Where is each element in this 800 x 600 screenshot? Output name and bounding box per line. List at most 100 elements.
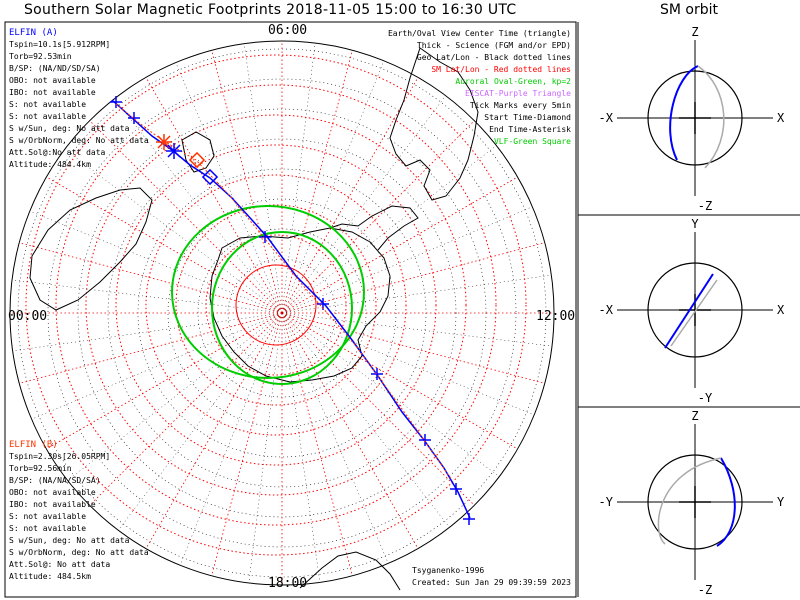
- orbit-track-b: [657, 457, 722, 545]
- geo-lon-line: [281, 312, 535, 416]
- spacecraft-info-line: IBO: not available: [9, 500, 96, 509]
- orbit-axis-label-bottom: -Z: [698, 583, 712, 597]
- orbit-axis-label-bottom: -Z: [698, 199, 712, 213]
- sm-lon-line: [281, 312, 419, 549]
- sm-lat-circle: [175, 204, 377, 406]
- sm-lon-line: [281, 242, 545, 314]
- geo-lon-line: [243, 43, 283, 314]
- map-outer-circle: [9, 40, 555, 586]
- sm-lat-circle: [115, 144, 437, 466]
- orbit-axis-label-left: -Y: [599, 495, 614, 509]
- spacecraft-info-line: Att.Sol@:No att data: [9, 148, 106, 157]
- hour-label-right: 12:00: [536, 309, 576, 324]
- sm-lat-circle: [205, 234, 347, 376]
- geo-lat-circle: [107, 138, 457, 488]
- antarctic-peninsula: [329, 205, 419, 251]
- elfin-a-tick-marks: [110, 96, 475, 525]
- legend-item: Tick Marks every 5min: [469, 101, 571, 110]
- geo-lon-line: [281, 60, 385, 314]
- spacecraft-info-line: S: not available: [9, 100, 87, 109]
- sm-lon-line: [281, 312, 518, 450]
- sm-lon-line: [211, 50, 283, 314]
- spacecraft-info-line: S: not available: [9, 512, 87, 521]
- geo-lon-line: [281, 206, 533, 314]
- earth-circle: [647, 454, 743, 550]
- spacecraft-info-line: OBO: not available: [9, 488, 96, 497]
- orbit-axis-label-top: Z: [691, 25, 698, 39]
- legend-item: VLF-Green Square: [493, 137, 571, 146]
- spacecraft-info-line: Tspin=2.30s[26.05RPM]: [9, 452, 111, 461]
- geo-lon-line: [248, 312, 283, 584]
- spacecraft-info-line: OBO: not available: [9, 76, 96, 85]
- page-title: Southern Solar Magnetic Footprints 2018-…: [24, 2, 517, 18]
- geo-lon-line: [175, 62, 283, 314]
- hour-label-top: 06:00: [268, 23, 308, 38]
- geo-lon-line: [11, 279, 283, 314]
- sm-lon-line: [46, 176, 283, 314]
- sm-lon-line: [89, 312, 283, 506]
- sm-lat-circle: [235, 264, 317, 346]
- south-america-coast: [389, 47, 479, 201]
- sm-lon-line: [281, 176, 518, 314]
- geo-lon-line: [179, 312, 283, 566]
- orbit-axis-label-top: Z: [691, 409, 698, 423]
- spacecraft-info-line: B/SP: (NA/NA/SD/SA): [9, 476, 101, 485]
- orbit-panel-title: SM orbit: [660, 2, 719, 18]
- sm-lon-line: [89, 120, 283, 314]
- created-timestamp: Created: Sun Jan 29 09:39:59 2023: [412, 578, 571, 587]
- sm-lon-line: [211, 312, 283, 576]
- orbit-panel: Y -Y -X X: [599, 217, 785, 405]
- sm-lon-line: [145, 77, 283, 314]
- orbit-panel: Z -Z -X X: [599, 25, 785, 213]
- sm-lon-line: [19, 312, 283, 384]
- elfin-a-path: [111, 99, 471, 519]
- legend-item: End Time-Asterisk: [489, 125, 571, 134]
- sm-lat-circle: [25, 54, 527, 556]
- elfin-a-name: ELFIN (A): [9, 28, 58, 38]
- geo-lon-line: [281, 312, 321, 583]
- spacecraft-info-line: Att.Sol@: No att data: [9, 560, 111, 569]
- orbit-axis-label-right: X: [777, 111, 785, 125]
- sm-lon-line: [281, 312, 353, 576]
- legend-item: SM Lat/Lon - Red dotted lines: [431, 65, 571, 74]
- sm-lon-line: [46, 312, 283, 450]
- orbit-axis-label-right: Y: [777, 495, 785, 509]
- geo-lon-line: [29, 210, 283, 314]
- auroral-oval-outer: [171, 205, 365, 379]
- auroral-oval-inner: [211, 231, 353, 385]
- legend-item: Geo Lat/Lon - Black dotted lines: [416, 53, 571, 62]
- earth-circle: [647, 262, 743, 358]
- orbit-track-a: [669, 65, 699, 161]
- geo-lon-line: [281, 312, 553, 347]
- geo-lat-circle: [47, 78, 517, 548]
- elfin-b-diamond: [188, 151, 206, 169]
- spacecraft-info-line: Torb=92.53min: [9, 52, 72, 61]
- geo-lon-line: [281, 274, 552, 314]
- spacecraft-info-line: S: not available: [9, 112, 87, 121]
- geo-lon-line: [114, 98, 283, 314]
- legend-item: Earth/Oval View Center Time (triangle): [387, 29, 571, 38]
- elfin-markers: [156, 134, 219, 186]
- map-grid: [9, 40, 555, 586]
- africa-coast: [299, 551, 401, 591]
- orbit-track-b: [670, 279, 718, 347]
- geo-lon-line: [281, 95, 446, 314]
- spacecraft-info-line: S w/OrbNorm, deg: No att data: [9, 136, 149, 145]
- spacecraft-info-line: Altitude: 484.4km: [9, 160, 91, 169]
- antarctica-coast: [209, 227, 391, 383]
- elfin-a-diamond: [201, 168, 219, 186]
- geo-lon-line: [118, 312, 283, 531]
- sm-lat-circle: [85, 114, 467, 496]
- spacecraft-info-line: S w/Sun, deg: No att data: [9, 536, 130, 545]
- hour-label-left: 00:00: [8, 309, 48, 324]
- sm-lon-line: [281, 50, 353, 314]
- orbit-track-a: [664, 273, 714, 349]
- elfin-b-track: [115, 103, 453, 481]
- orbit-axis-label-right: X: [777, 303, 785, 317]
- spacecraft-info-line: Tspin=10.1s[5.912RPM]: [9, 40, 111, 49]
- geo-lon-line: [12, 312, 283, 352]
- elfin-a-start-asterisk: [166, 143, 182, 159]
- geo-lon-line: [281, 145, 497, 314]
- orbit-panels: Z -Z -X X Y -Y -X X Z -Z -Y Y: [599, 25, 785, 597]
- legend-item: EISCAT-Purple Triangle: [465, 89, 571, 98]
